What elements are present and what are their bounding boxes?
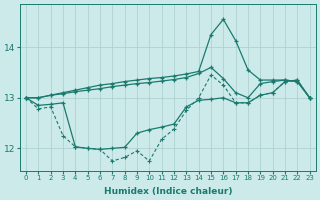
X-axis label: Humidex (Indice chaleur): Humidex (Indice chaleur)	[104, 187, 232, 196]
